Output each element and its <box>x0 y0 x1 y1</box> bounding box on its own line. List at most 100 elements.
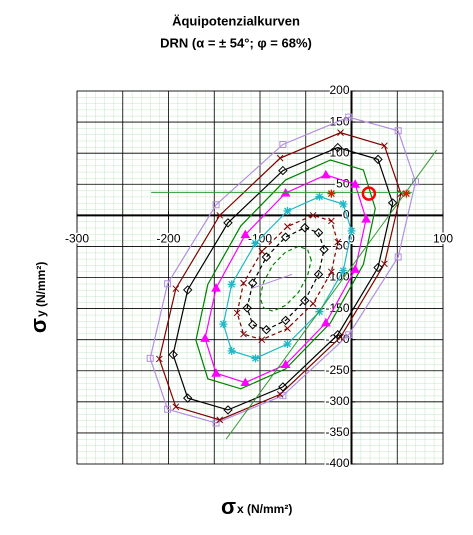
marker <box>328 268 335 276</box>
marker <box>240 229 251 239</box>
marker <box>345 331 353 339</box>
marker <box>350 179 361 188</box>
marker <box>373 262 383 273</box>
chart-subtitle: DRN (α = ± 54°; φ = 68%) <box>160 35 312 50</box>
marker <box>146 354 154 362</box>
marker <box>327 189 336 198</box>
series-line <box>246 227 325 331</box>
marker <box>223 218 233 228</box>
marker <box>309 300 317 307</box>
marker <box>350 264 361 273</box>
marker <box>219 320 228 329</box>
marker <box>280 315 291 326</box>
marker <box>283 206 292 215</box>
marker <box>251 239 260 248</box>
y-axis-title: y (N/mm²) <box>34 262 48 317</box>
marker <box>216 211 224 219</box>
marker <box>315 192 324 201</box>
marker <box>334 238 342 246</box>
y-tick-label: -400 <box>325 456 349 470</box>
marker <box>251 354 260 363</box>
marker <box>211 283 221 292</box>
y-tick-label: -350 <box>325 425 349 439</box>
marker <box>212 201 220 209</box>
marker <box>227 346 236 355</box>
marker <box>200 333 210 342</box>
marker <box>168 349 178 360</box>
marker <box>240 377 251 387</box>
marker <box>164 405 172 413</box>
x-tick-label: 100 <box>433 232 453 246</box>
marker <box>300 223 310 233</box>
marker <box>212 419 220 427</box>
x-tick-label: -300 <box>65 232 89 246</box>
marker <box>279 140 287 148</box>
chart-title: Äquipotenzialkurven <box>172 13 300 28</box>
marker <box>211 368 221 377</box>
marker <box>258 336 266 344</box>
marker <box>183 393 193 403</box>
marker <box>345 113 353 121</box>
marker <box>258 248 266 255</box>
marker <box>278 382 288 392</box>
marker <box>313 269 324 280</box>
marker <box>233 309 241 317</box>
x-axis-title: x (N/mm²) <box>237 502 292 516</box>
marker <box>216 416 224 424</box>
y-tick-label: -300 <box>325 394 349 408</box>
marker <box>276 154 284 162</box>
marker <box>328 217 335 225</box>
marker <box>361 214 372 223</box>
marker <box>339 266 348 275</box>
marker <box>373 154 383 165</box>
y-axis-symbol: σ <box>26 318 51 333</box>
y-tick-label: -250 <box>325 363 349 377</box>
marker <box>319 244 329 255</box>
marker <box>300 295 310 306</box>
marker <box>321 169 331 179</box>
marker <box>339 200 348 209</box>
marker <box>276 391 284 398</box>
marker <box>155 355 163 363</box>
series-line <box>149 116 417 424</box>
series-line <box>172 146 394 411</box>
marker <box>283 340 292 349</box>
x-axis-symbol: σ <box>221 494 236 519</box>
y-tick-label: 100 <box>329 145 349 159</box>
marker <box>172 285 180 293</box>
marker <box>333 329 343 340</box>
marker <box>183 285 193 295</box>
marker <box>381 142 388 150</box>
marker <box>247 278 258 288</box>
marker <box>394 127 402 135</box>
marker <box>313 228 324 238</box>
marker <box>280 359 291 369</box>
reference-line <box>250 273 293 290</box>
marker <box>172 403 180 411</box>
marker <box>337 129 344 137</box>
y-tick-label: 200 <box>329 83 349 97</box>
marker <box>321 317 331 327</box>
marker <box>261 325 272 335</box>
x-tick-label: -200 <box>156 232 180 246</box>
marker <box>278 165 288 176</box>
marker <box>280 232 291 242</box>
marker <box>284 325 291 332</box>
marker <box>309 211 317 219</box>
marker <box>381 260 388 268</box>
marker <box>279 392 287 400</box>
marker <box>242 303 252 313</box>
series-line <box>259 245 312 312</box>
y-axis-title-group: σ y (N/mm²) <box>26 262 51 333</box>
marker <box>284 223 291 230</box>
marker <box>240 279 247 287</box>
marker <box>337 333 344 341</box>
marker <box>361 186 377 201</box>
marker <box>347 226 356 235</box>
marker <box>387 198 398 208</box>
marker <box>261 252 272 262</box>
marker <box>164 280 172 288</box>
marker <box>247 320 258 330</box>
